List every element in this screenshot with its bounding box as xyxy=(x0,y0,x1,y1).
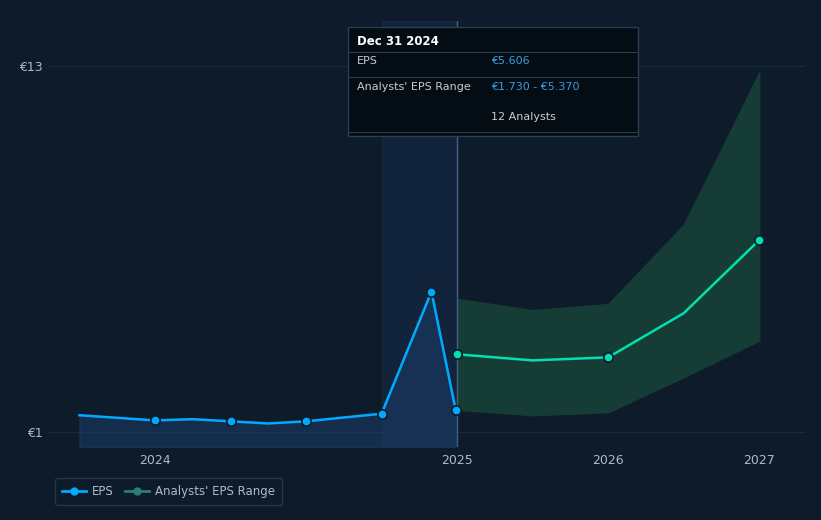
Text: Analysts' EPS Range: Analysts' EPS Range xyxy=(356,82,470,92)
Bar xyxy=(382,21,457,447)
Text: Dec 31 2024: Dec 31 2024 xyxy=(356,35,438,48)
Text: €5.606: €5.606 xyxy=(491,56,530,66)
Text: Analysts Forecasts: Analysts Forecasts xyxy=(465,51,575,64)
Text: 12 Analysts: 12 Analysts xyxy=(491,112,556,122)
Text: €1.730 - €5.370: €1.730 - €5.370 xyxy=(491,82,580,92)
Text: Actual: Actual xyxy=(413,51,450,64)
Legend: EPS, Analysts' EPS Range: EPS, Analysts' EPS Range xyxy=(55,478,282,505)
FancyBboxPatch shape xyxy=(347,27,639,136)
Text: EPS: EPS xyxy=(356,56,378,66)
